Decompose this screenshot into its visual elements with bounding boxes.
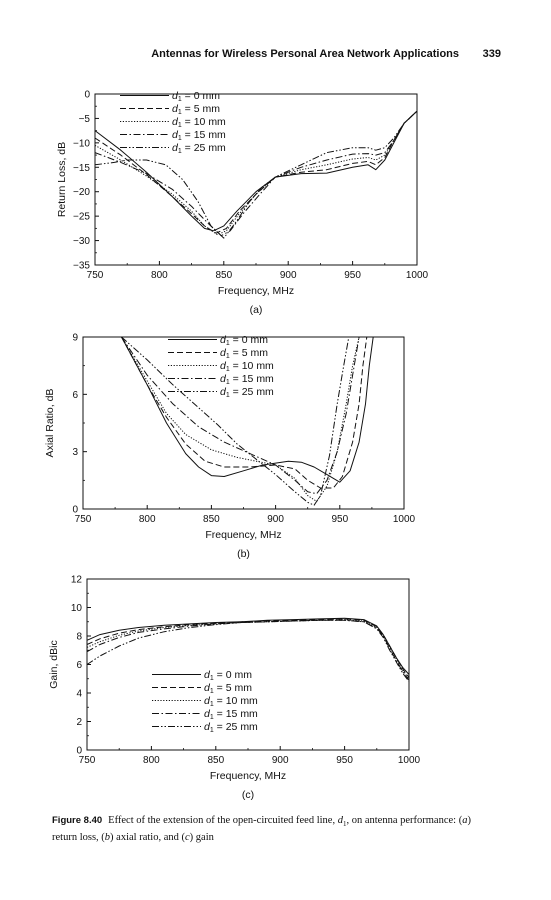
series-line-0 — [86, 617, 410, 675]
figure-caption: Figure 8.40 Effect of the extension of th… — [52, 814, 492, 844]
caption-text: Effect of the extension of the open-circ… — [52, 815, 471, 844]
series-line-1 — [94, 110, 418, 234]
x-axis-label: Frequency, MHz — [210, 770, 286, 782]
legend-label: d1 = 5 mm — [204, 682, 252, 695]
series-line-4 — [94, 110, 418, 239]
running-header-title: Antennas for Wireless Personal Area Netw… — [151, 48, 459, 60]
x-tick-label: 900 — [280, 270, 297, 281]
x-tick-label: 850 — [215, 270, 232, 281]
series-line-2 — [86, 619, 410, 680]
x-tick-label: 950 — [336, 755, 353, 766]
x-tick-label: 900 — [272, 755, 289, 766]
x-tick-label: 800 — [139, 514, 156, 525]
x-tick-label: 800 — [143, 755, 160, 766]
legend-label: d1 = 5 mm — [220, 347, 268, 360]
x-tick-label: 950 — [331, 514, 348, 525]
y-tick-label: −35 — [73, 261, 90, 272]
legend-label: d1 = 10 mm — [204, 695, 258, 708]
y-axis-label: Axial Ratio, dB — [44, 389, 56, 458]
x-tick-label: 750 — [75, 514, 92, 525]
legend-label: d1 = 25 mm — [172, 142, 226, 155]
x-axis-label: Frequency, MHz — [205, 529, 281, 541]
series-line-3 — [121, 336, 360, 495]
y-tick-label: 10 — [71, 603, 83, 614]
series-line-1 — [121, 336, 368, 489]
x-axis-label: Frequency, MHz — [218, 285, 294, 297]
y-tick-label: 12 — [71, 575, 83, 586]
legend-label: d1 = 15 mm — [220, 373, 274, 386]
chart-b-axial-ratio: 750 800 850 900 950 1000 0 3 6 9 Frequency, MHz Axi… — [44, 333, 416, 561]
legend-label: d1 = 5 mm — [172, 103, 220, 116]
y-tick-label: 0 — [72, 505, 78, 516]
x-tick-label: 900 — [267, 514, 284, 525]
x-tick-label: 1000 — [406, 270, 429, 281]
caption-label: Figure 8.40 — [52, 815, 103, 826]
y-tick-label: −30 — [73, 236, 90, 247]
legend-label: d1 = 15 mm — [172, 129, 226, 142]
y-tick-label: −25 — [73, 212, 90, 223]
series-line-0 — [121, 336, 374, 483]
series-line-3 — [94, 110, 418, 237]
series-line-3 — [86, 619, 410, 681]
series-line-2 — [94, 110, 418, 236]
y-tick-label: 6 — [76, 660, 82, 671]
legend-label: d1 = 10 mm — [172, 116, 226, 129]
y-tick-label: 9 — [72, 333, 78, 344]
legend-label: d1 = 15 mm — [204, 708, 258, 721]
legend-label: d1 = 25 mm — [204, 721, 258, 734]
chart-a-return-loss: 750 800 850 900 950 1000 0 −5 −10 −15 −20 −25 −30 −35… — [56, 90, 429, 317]
y-tick-label: 3 — [72, 447, 78, 458]
y-axis-label: Gain, dBic — [48, 640, 60, 688]
series-line-4 — [86, 619, 410, 682]
y-tick-label: −20 — [73, 187, 90, 198]
x-tick-label: 1000 — [393, 514, 416, 525]
x-tick-label: 800 — [151, 270, 168, 281]
legend-label: d1 = 25 mm — [220, 386, 274, 399]
x-tick-label: 950 — [344, 270, 361, 281]
y-tick-label: −5 — [79, 114, 91, 125]
y-tick-label: −10 — [73, 138, 90, 149]
panel-label: (a) — [250, 304, 263, 316]
y-axis-label: Return Loss, dB — [56, 142, 68, 217]
legend-label: d1 = 0 mm — [172, 90, 220, 103]
x-tick-label: 850 — [203, 514, 220, 525]
legend-label: d1 = 0 mm — [220, 334, 268, 347]
y-tick-label: 0 — [76, 746, 82, 757]
legend-label: d1 = 0 mm — [204, 669, 252, 682]
y-tick-label: 6 — [72, 390, 78, 401]
y-tick-label: 0 — [84, 90, 90, 101]
y-tick-label: 2 — [76, 717, 82, 728]
y-tick-label: 8 — [76, 632, 82, 643]
series-line-0 — [94, 110, 418, 232]
panel-label: (b) — [237, 548, 250, 560]
x-tick-label: 750 — [87, 270, 104, 281]
x-tick-label: 850 — [207, 755, 224, 766]
y-tick-label: 4 — [76, 689, 82, 700]
page-number: 339 — [482, 48, 501, 60]
running-header: Antennas for Wireless Personal Area Netw… — [0, 46, 551, 66]
y-tick-label: −15 — [73, 163, 90, 174]
x-tick-label: 1000 — [398, 755, 421, 766]
legend-label: d1 = 10 mm — [220, 360, 274, 373]
x-tick-label: 750 — [79, 755, 96, 766]
plot-frame — [94, 93, 418, 266]
chart-c-gain: 750 800 850 900 950 1000 0 2 4 6 8 10 12 Frequency, M… — [48, 575, 421, 802]
panel-label: (c) — [242, 789, 254, 801]
series-line-2 — [121, 336, 360, 502]
series-line-1 — [86, 618, 410, 678]
